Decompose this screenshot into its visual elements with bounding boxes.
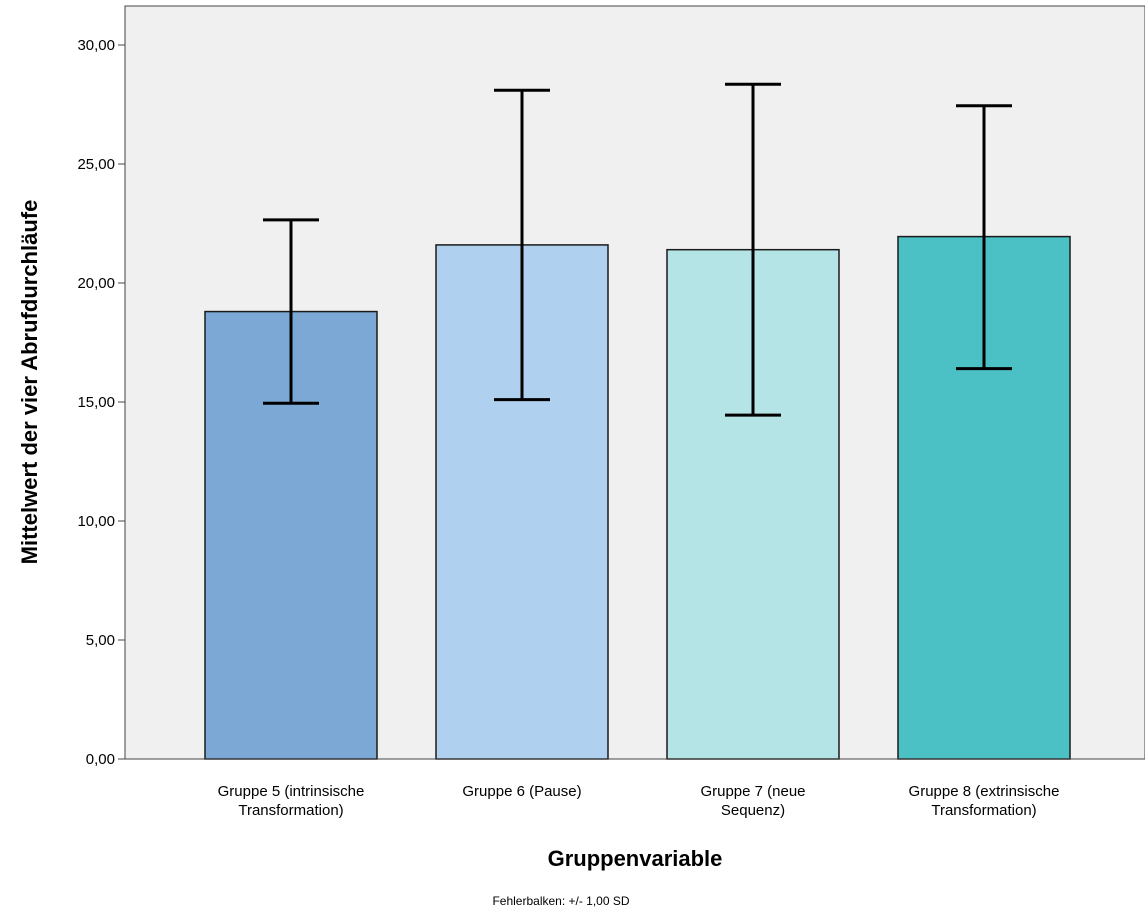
y-tick-label: 25,00 <box>77 156 115 173</box>
error-bar-4 <box>956 104 1012 371</box>
x-tick-label: Gruppe 8 (extrinsische <box>909 783 1060 800</box>
y-axis-title: Mittelwert der vier Abrufdurchläufe <box>17 200 42 565</box>
error-bar-3 <box>725 82 781 417</box>
x-tick-label: Transformation) <box>238 802 343 819</box>
error-bar-footnote: Fehlerbalken: +/- 1,00 SD <box>492 894 629 907</box>
y-tick-label: 15,00 <box>77 394 115 411</box>
x-tick-label: Transformation) <box>931 802 1036 819</box>
error-bar-2 <box>494 88 550 402</box>
y-tick-label: 20,00 <box>77 275 115 292</box>
x-tick-label: Sequenz) <box>721 802 785 819</box>
error-bar-1 <box>263 218 319 405</box>
y-tick-label: 0,00 <box>86 751 115 768</box>
x-tick-label: Gruppe 5 (intrinsische <box>218 783 365 800</box>
x-tick-label: Gruppe 6 (Pause) <box>462 783 581 800</box>
y-tick-label: 5,00 <box>86 632 115 649</box>
x-axis-title: Gruppenvariable <box>548 846 723 871</box>
y-tick-label: 10,00 <box>77 513 115 530</box>
y-tick-label: 30,00 <box>77 37 115 54</box>
x-tick-label: Gruppe 7 (neue <box>700 783 805 800</box>
